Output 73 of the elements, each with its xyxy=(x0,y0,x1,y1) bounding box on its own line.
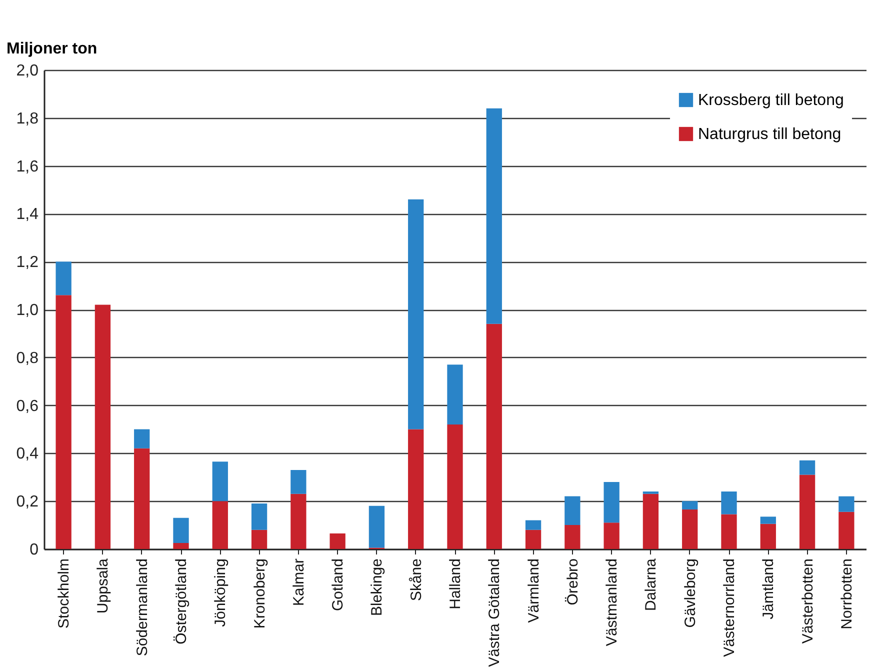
y-tick-label: 0,4 xyxy=(16,446,39,463)
bar xyxy=(564,525,580,549)
bar xyxy=(134,429,150,448)
x-tick-label: Skåne xyxy=(408,558,425,602)
bar xyxy=(94,304,111,549)
bar xyxy=(290,470,306,494)
bar xyxy=(682,509,698,549)
bar xyxy=(486,324,502,549)
bar xyxy=(447,424,463,549)
bar xyxy=(56,262,72,296)
bar xyxy=(604,482,620,523)
x-tick-label: Jämtland xyxy=(760,558,778,620)
bar xyxy=(760,524,776,549)
bar xyxy=(799,474,816,549)
x-tick-label: Gävleborg xyxy=(682,558,699,628)
bar xyxy=(368,506,385,548)
bar xyxy=(564,496,580,526)
y-tick-label: 1,6 xyxy=(16,158,39,176)
x-tick-label: Västmanland xyxy=(604,558,621,646)
bar xyxy=(604,522,620,549)
y-tick-label: 2,0 xyxy=(16,62,39,80)
bar xyxy=(134,448,150,549)
bar xyxy=(56,295,72,549)
bar xyxy=(251,503,268,530)
bar xyxy=(486,108,502,324)
x-tick-label: Blekinge xyxy=(368,558,386,616)
bar xyxy=(642,494,659,549)
x-tick-label: Kalmar xyxy=(290,558,308,606)
bar xyxy=(330,533,346,549)
y-axis-title: Miljoner ton xyxy=(6,40,98,58)
y-tick-label: 0,6 xyxy=(16,398,39,415)
x-tick-label: Västerbotten xyxy=(799,558,816,644)
x-tick-label: Gotland xyxy=(330,558,347,612)
x-tick-label: Jönköping xyxy=(212,558,230,627)
y-tick-label: 1,8 xyxy=(16,110,39,128)
x-tick-label: Halland xyxy=(447,558,464,610)
bar xyxy=(447,364,463,424)
x-tick-label: Dalarna xyxy=(642,558,660,612)
y-tick-label: 0 xyxy=(30,542,39,558)
bar xyxy=(838,496,854,512)
bar xyxy=(838,512,854,549)
bar xyxy=(173,543,189,549)
bar xyxy=(290,494,306,549)
x-tick-label: Västra Götaland xyxy=(486,558,504,667)
bar xyxy=(408,199,424,430)
x-tick-label: Örebro xyxy=(564,558,582,606)
x-tick-label: Östergötland xyxy=(173,558,190,644)
y-tick-label: 0,2 xyxy=(16,494,39,511)
bar xyxy=(212,462,228,502)
x-tick-label: Södermanland xyxy=(134,558,151,656)
bar xyxy=(173,518,189,544)
bar xyxy=(525,530,542,549)
bar xyxy=(721,492,737,514)
bar xyxy=(682,501,698,510)
legend-label: Krossberg till betong xyxy=(698,92,844,109)
x-tick-label: Kronoberg xyxy=(251,558,268,629)
bar xyxy=(721,514,737,549)
legend-label: Naturgrus till betong xyxy=(698,126,842,143)
x-tick-label: Stockholm xyxy=(56,558,73,629)
y-tick-label: 1,2 xyxy=(16,254,39,272)
bar xyxy=(251,530,268,549)
y-tick-label: 0,8 xyxy=(16,350,39,367)
y-tick-label: 1,4 xyxy=(16,206,39,224)
bar xyxy=(799,460,816,475)
bar xyxy=(760,516,776,524)
x-tick-label: Västernorrland xyxy=(721,558,738,657)
y-tick-label: 1,0 xyxy=(16,302,39,319)
x-tick-label: Uppsala xyxy=(94,558,112,614)
bar xyxy=(408,429,424,549)
x-tick-label: Värmland xyxy=(525,558,542,623)
bar xyxy=(525,520,542,530)
x-tick-label: Norrbotten xyxy=(838,558,856,630)
bar xyxy=(212,501,228,549)
